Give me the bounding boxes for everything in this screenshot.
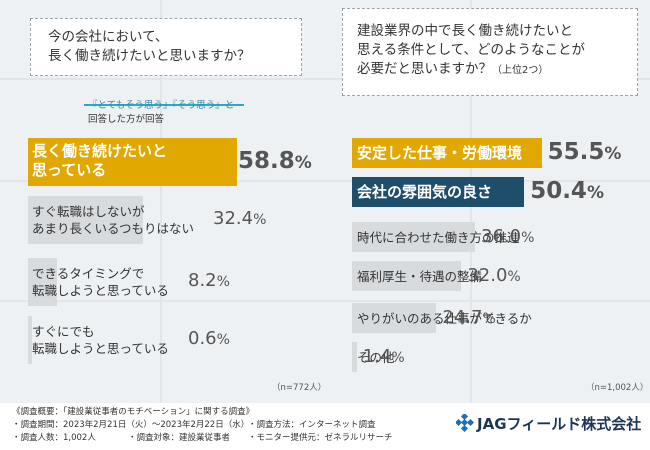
- chart-bar: [28, 316, 32, 364]
- bar-label: 安定した仕事・労働環境: [357, 144, 523, 162]
- left-note-line: 回答した方が回答: [88, 114, 165, 125]
- background-line: [0, 180, 650, 182]
- bar-label: やりがいのある仕事ができるか: [357, 311, 532, 326]
- left-note-line: 『とてもそう思う』『そう思う』と: [88, 100, 235, 111]
- data-label-unit: %: [507, 269, 521, 285]
- data-label-value: 55.5: [547, 139, 605, 165]
- left-question-line: 今の会社において、: [48, 29, 169, 45]
- data-label-unit: %: [216, 332, 230, 348]
- footer: 《調査概要：「建設業従事者のモチベーション」に関する調査》 ・調査期間：2023…: [0, 403, 650, 450]
- bar-label: 福利厚生・待遇の整備: [357, 269, 483, 284]
- left-question: 今の会社において、 長く働き続けたいと思いますか？: [48, 28, 251, 66]
- bar-label-line: できるタイミングで: [32, 266, 145, 281]
- data-label-value: 58.8: [238, 148, 295, 174]
- data-label: 1.4%: [363, 346, 405, 367]
- footer-period: ・調査期間：2023年2月21日（火）〜2023年2月22日（水）: [12, 420, 250, 430]
- chart-bar: [352, 177, 525, 207]
- left-question-line: 長く働き続けたいと思いますか？: [48, 48, 251, 64]
- background-line: [0, 78, 650, 80]
- data-label: 55.5%: [548, 139, 622, 165]
- data-label-value: 32.0: [467, 265, 508, 286]
- bar-label: できるタイミングで転職しようと思っている: [32, 265, 169, 299]
- data-label-unit: %: [482, 311, 496, 327]
- bar-label: その他: [357, 350, 395, 365]
- company-name: JAGフィールド株式会社: [477, 415, 642, 433]
- chart-bar: [352, 342, 357, 372]
- data-label-unit: %: [294, 153, 312, 173]
- bar-label: 会社の雰囲気の良さ: [357, 183, 493, 201]
- left-sample-size: （n=772人）: [272, 383, 327, 393]
- bar-label: 長く働き続けたいと 思っている: [32, 142, 167, 180]
- right-question: 建設業界の中で長く働き続けたいと 思える条件として、どのようなことが 必要だと思…: [357, 22, 585, 80]
- data-label: 0.6%: [188, 328, 230, 349]
- chart-bar: [352, 303, 437, 333]
- right-sample-size: （n=1,002人）: [586, 383, 649, 393]
- chart-bar: [352, 261, 462, 291]
- data-label-unit: %: [604, 144, 622, 164]
- right-question-box: [342, 8, 638, 96]
- bar-label-line: すぐ転職はしないが: [32, 204, 145, 219]
- chart-bar: [28, 258, 58, 306]
- data-label-value: 50.4: [530, 178, 587, 204]
- bar-label: すぐ転職はしないがあまり長くいるつもりはない: [32, 203, 194, 237]
- data-label-unit: %: [521, 230, 535, 246]
- right-question-line-text: 必要だと思いますか？: [357, 61, 492, 77]
- footer-count: ・調査人数：1,002人: [12, 433, 96, 443]
- right-question-line: 必要だと思いますか？（上位2つ）: [357, 60, 585, 80]
- data-label: 24.7%: [442, 307, 495, 328]
- data-label-value: 1.4: [362, 346, 392, 367]
- note-accent-line: [84, 104, 244, 106]
- data-label-unit: %: [391, 350, 405, 366]
- bar-label-line: 転職しようと思っている: [32, 341, 169, 356]
- data-label-value: 36.0: [481, 226, 522, 247]
- data-label: 8.2%: [188, 270, 230, 291]
- footer-title: 《調査概要：「建設業従事者のモチベーション」に関する調査》: [12, 407, 255, 417]
- chart-bar: [28, 196, 144, 244]
- bar-label: すぐにでも転職しようと思っている: [32, 323, 169, 357]
- bar-label-line: すぐにでも: [32, 324, 95, 339]
- chart-bar: [352, 138, 542, 168]
- data-label: 58.8%: [238, 148, 312, 174]
- right-question-line: 建設業界の中で長く働き続けたいと: [357, 23, 573, 39]
- chart-bar: [28, 138, 237, 186]
- bar-label: 時代に合わせた働き方の推進: [357, 230, 520, 245]
- background-line: [160, 0, 162, 403]
- footer-target: ・調査対象：建設業従事者: [128, 433, 231, 443]
- background-line: [0, 300, 650, 302]
- data-label-value: 0.6: [188, 328, 217, 349]
- left-question-box: [30, 18, 302, 76]
- chart-bar: [352, 222, 475, 252]
- data-label: 32.4%: [213, 208, 266, 229]
- data-label-value: 24.7: [442, 307, 483, 328]
- data-label: 50.4%: [530, 178, 604, 204]
- footer-method: ・調査方法：インターネット調査: [248, 420, 376, 430]
- right-question-line: 思える条件として、どのようなことが: [357, 42, 586, 58]
- left-note: 『とてもそう思う』『そう思う』と 回答した方が回答: [88, 99, 234, 127]
- bar-label-line: 思っている: [32, 161, 107, 179]
- bar-label-line: あまり長くいるつもりはない: [32, 221, 195, 236]
- data-label-unit: %: [216, 274, 230, 290]
- company-logo-icon: [456, 414, 474, 432]
- data-label: 36.0%: [481, 226, 534, 247]
- data-label: 32.0%: [467, 265, 520, 286]
- bar-label-line: 長く働き続けたいと: [32, 142, 168, 160]
- footer-monitor: ・モニター提供元：ゼネラルリサーチ: [248, 433, 393, 443]
- right-question-suffix: （上位2つ）: [492, 65, 549, 76]
- data-label-unit: %: [253, 212, 267, 228]
- data-label-value: 8.2: [188, 270, 217, 291]
- data-label-value: 32.4: [213, 208, 254, 229]
- bar-label-line: 転職しようと思っている: [32, 283, 169, 298]
- data-label-unit: %: [586, 183, 604, 203]
